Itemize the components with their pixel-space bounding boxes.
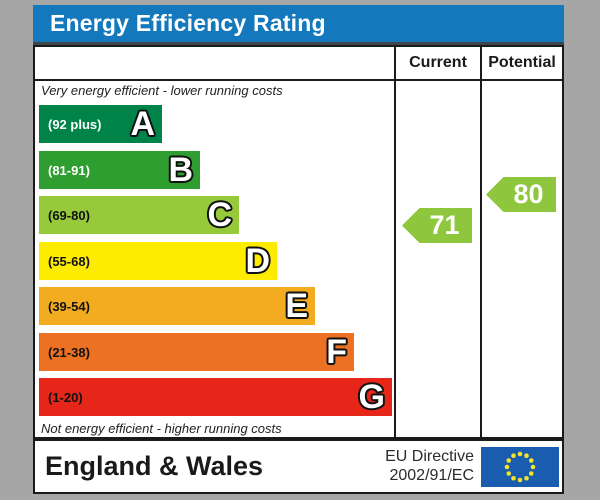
band-range-label: (39-54) <box>48 298 90 314</box>
band-range-label: (55-68) <box>48 253 90 269</box>
band-letter: A <box>130 105 155 143</box>
band-letter: F <box>326 333 347 371</box>
band-row-a: (92 plus) A <box>39 105 162 143</box>
potential-rating-value: 80 <box>513 179 544 209</box>
current-rating-arrow: 71 <box>402 208 472 243</box>
potential-column-divider <box>480 47 482 437</box>
band-letter: D <box>245 242 270 280</box>
band-range-label: (69-80) <box>48 207 90 223</box>
band-row-g: (1-20) G <box>39 378 392 416</box>
band-range-label: (92 plus) <box>48 116 102 132</box>
band-letter: G <box>358 378 385 416</box>
band-row-b: (81-91) B <box>39 151 200 189</box>
caption-not-efficient: Not energy efficient - higher running co… <box>41 421 282 436</box>
eu-directive-line1: EU Directive <box>385 448 474 466</box>
footer-bar: England & Wales EU Directive 2002/91/EC <box>33 439 564 494</box>
current-column-header: Current <box>409 54 467 71</box>
band-row-e: (39-54) E <box>39 287 315 325</box>
eu-flag-icon <box>481 446 559 487</box>
current-rating-value: 71 <box>429 210 460 240</box>
band-range-label: (21-38) <box>48 344 90 360</box>
band-range-label: (1-20) <box>48 389 83 405</box>
caption-very-efficient: Very energy efficient - lower running co… <box>41 83 283 98</box>
band-letter: B <box>168 151 193 189</box>
band-row-d: (55-68) D <box>39 242 277 280</box>
rating-chart: Current Potential Very energy efficient … <box>33 45 564 439</box>
current-column-divider <box>394 47 396 437</box>
band-letter: E <box>285 287 308 325</box>
potential-column-header: Potential <box>488 54 556 71</box>
header-divider-line <box>35 79 562 81</box>
band-letter: C <box>207 196 232 234</box>
region-label: England & Wales <box>45 451 264 481</box>
page-title: Energy Efficiency Rating <box>50 10 326 36</box>
epc-certificate: Energy Efficiency Rating Current Potenti… <box>33 5 564 494</box>
potential-rating-arrow: 80 <box>486 177 556 212</box>
eu-directive-line2: 2002/91/EC <box>389 466 474 484</box>
band-row-c: (69-80) C <box>39 196 239 234</box>
eu-directive-text: EU Directive 2002/91/EC <box>385 448 474 485</box>
band-row-f: (21-38) F <box>39 333 354 371</box>
band-range-label: (81-91) <box>48 162 90 178</box>
title-bar: Energy Efficiency Rating <box>33 5 564 45</box>
